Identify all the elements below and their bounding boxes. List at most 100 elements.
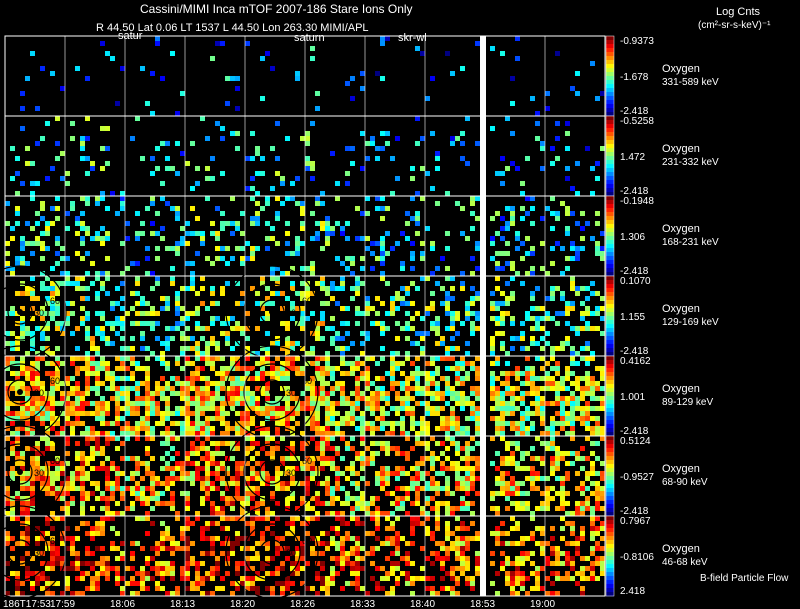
heatmap-cell xyxy=(600,521,605,526)
heatmap-cell xyxy=(575,331,580,336)
heatmap-cell xyxy=(40,436,45,441)
heatmap-cell xyxy=(185,231,190,236)
colorbar-step xyxy=(606,496,614,501)
heatmap-cell xyxy=(230,221,235,226)
heatmap-cell xyxy=(55,291,60,296)
heatmap-cell xyxy=(395,406,400,411)
heatmap-cell xyxy=(505,581,510,586)
heatmap-cell xyxy=(120,66,125,71)
heatmap-cell xyxy=(60,391,65,396)
heatmap-cell xyxy=(35,366,40,371)
colorbar-step xyxy=(606,316,614,321)
heatmap-cell xyxy=(45,516,50,521)
heatmap-cell xyxy=(400,296,405,301)
heatmap-cell xyxy=(380,396,385,401)
heatmap-cell xyxy=(430,396,435,401)
heatmap-cell xyxy=(95,436,100,441)
heatmap-cell xyxy=(170,551,175,556)
heatmap-cell xyxy=(50,266,55,271)
heatmap-cell xyxy=(300,281,305,286)
heatmap-cell xyxy=(500,411,505,416)
heatmap-cell xyxy=(325,591,330,596)
heatmap-cell xyxy=(355,501,360,506)
heatmap-cell xyxy=(55,326,60,331)
heatmap-cell xyxy=(10,341,15,346)
heatmap-cell xyxy=(380,276,385,281)
heatmap-cell xyxy=(15,346,20,351)
heatmap-cell xyxy=(205,416,210,421)
heatmap-cell xyxy=(360,421,365,426)
heatmap-cell xyxy=(145,471,150,476)
heatmap-cell xyxy=(245,501,250,506)
heatmap-cell xyxy=(375,521,380,526)
heatmap-cell xyxy=(505,421,510,426)
heatmap-cell xyxy=(215,341,220,346)
heatmap-cell xyxy=(530,371,535,376)
heatmap-cell xyxy=(600,376,605,381)
heatmap-cell xyxy=(460,556,465,561)
heatmap-cell xyxy=(35,376,40,381)
heatmap-cell xyxy=(195,416,200,421)
heatmap-cell xyxy=(460,141,465,146)
heatmap-cell xyxy=(460,361,465,366)
heatmap-cell xyxy=(350,516,355,521)
heatmap-cell xyxy=(300,431,305,436)
heatmap-cell xyxy=(35,441,40,446)
heatmap-cell xyxy=(370,396,375,401)
heatmap-cell xyxy=(160,531,165,536)
heatmap-cell xyxy=(410,581,415,586)
heatmap-cell xyxy=(260,276,265,281)
heatmap-cell xyxy=(55,236,60,241)
heatmap-cell xyxy=(300,136,305,141)
heatmap-cell xyxy=(145,321,150,326)
heatmap-cell xyxy=(370,451,375,456)
heatmap-cell xyxy=(110,421,115,426)
heatmap-cell xyxy=(500,316,505,321)
heatmap-cell xyxy=(140,461,145,466)
heatmap-cell xyxy=(195,356,200,361)
heatmap-cell xyxy=(580,286,585,291)
heatmap-cell xyxy=(45,406,50,411)
heatmap-cell xyxy=(505,481,510,486)
heatmap-cell xyxy=(455,136,460,141)
heatmap-cell xyxy=(240,421,245,426)
heatmap-cell xyxy=(100,446,105,451)
heatmap-cell xyxy=(50,316,55,321)
heatmap-cell xyxy=(290,346,295,351)
heatmap-cell xyxy=(285,136,290,141)
heatmap-cell xyxy=(235,471,240,476)
heatmap-cell xyxy=(405,351,410,356)
heatmap-cell xyxy=(435,396,440,401)
heatmap-cell xyxy=(185,261,190,266)
heatmap-cell xyxy=(80,466,85,471)
heatmap-cell xyxy=(310,291,315,296)
heatmap-cell xyxy=(415,516,420,521)
heatmap-cell xyxy=(140,321,145,326)
heatmap-cell xyxy=(170,281,175,286)
heatmap-cell xyxy=(205,451,210,456)
heatmap-cell xyxy=(540,346,545,351)
heatmap-cell xyxy=(360,361,365,366)
heatmap-cell xyxy=(510,346,515,351)
heatmap-cell xyxy=(505,491,510,496)
heatmap-cell xyxy=(25,511,30,516)
heatmap-cell xyxy=(145,431,150,436)
heatmap-cell xyxy=(435,406,440,411)
heatmap-cell xyxy=(65,171,70,176)
heatmap-cell xyxy=(130,456,135,461)
colorbar-step xyxy=(606,524,614,529)
heatmap-cell xyxy=(380,41,385,46)
heatmap-cell xyxy=(45,531,50,536)
heatmap-cell xyxy=(440,546,445,551)
heatmap-cell xyxy=(380,421,385,426)
heatmap-cell xyxy=(275,566,280,571)
heatmap-cell xyxy=(45,401,50,406)
heatmap-cell xyxy=(170,436,175,441)
heatmap-cell xyxy=(10,346,15,351)
heatmap-cell xyxy=(320,371,325,376)
heatmap-cell xyxy=(475,41,480,46)
heatmap-cell xyxy=(425,556,430,561)
colorbar-min-label: -2.418 xyxy=(620,506,649,517)
heatmap-cell xyxy=(95,386,100,391)
heatmap-cell xyxy=(170,571,175,576)
